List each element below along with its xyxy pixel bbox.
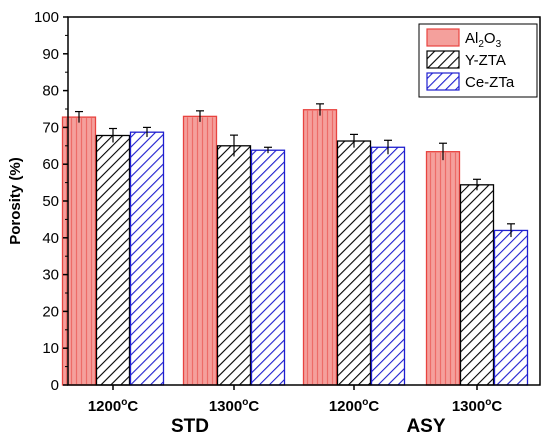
group-label-asy: ASY	[406, 416, 445, 437]
x-tick-label: 1200oC	[329, 397, 379, 415]
x-tick-label: 1300oC	[452, 397, 502, 415]
y-tick-label: 30	[42, 267, 59, 284]
y-axis-title: Porosity (%)	[7, 157, 24, 245]
y-tick-label: 40	[42, 230, 59, 247]
bar-y-zta-0	[95, 134, 131, 386]
y-tick-label: 0	[51, 377, 59, 394]
bar-ce-zta-2	[370, 146, 406, 386]
y-tick-label: 70	[42, 119, 59, 136]
legend-swatch-ce-zta	[426, 72, 460, 91]
bar-y-zta-1	[216, 145, 252, 386]
y-tick-label: 80	[42, 83, 59, 100]
bar-ce-zta-0	[129, 131, 165, 386]
plot-area: 0 10 20 30 40 50 60 70 80 90 100 1200oC 1300oC 1200oC…	[34, 9, 541, 437]
group-label-std: STD	[171, 416, 209, 437]
bar-ce-zta-1	[250, 149, 286, 386]
x-tick-label: 1300oC	[209, 397, 259, 415]
legend-label-y-zta: Y-ZTA	[465, 52, 506, 69]
x-tick-label: 1200oC	[88, 397, 138, 415]
y-tick-label: 60	[42, 156, 59, 173]
bar-y-zta-2	[336, 140, 372, 386]
legend-label-ce-zta: Ce-ZTa	[465, 74, 515, 91]
bar-al2o3-1	[182, 115, 218, 386]
y-tick-label: 10	[42, 340, 59, 357]
bar-ce-zta-3	[493, 229, 529, 386]
legend-swatch-y-zta	[426, 50, 460, 69]
bar-al2o3-2	[302, 109, 338, 386]
bar-al2o3-3	[425, 151, 461, 386]
y-tick-label: 20	[42, 303, 59, 320]
legend-label-al2o3: Al2O3	[465, 30, 502, 50]
y-tick-label: 100	[34, 9, 59, 26]
bar-y-zta-3	[459, 184, 495, 386]
legend-swatch-al2o3	[426, 28, 460, 47]
y-tick-label: 90	[42, 46, 59, 63]
y-tick-label: 50	[42, 193, 59, 210]
